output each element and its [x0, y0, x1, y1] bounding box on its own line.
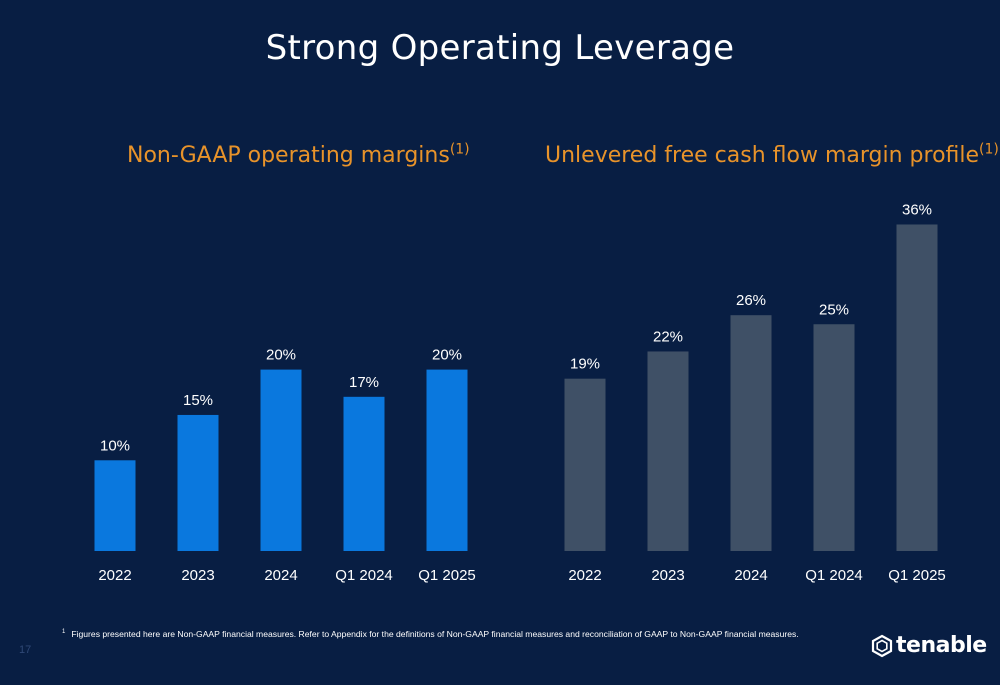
data-label: 20% — [432, 347, 462, 364]
data-label: 17% — [349, 374, 379, 391]
x-tick-label: Q1 2024 — [805, 567, 863, 584]
data-label: 36% — [902, 201, 932, 218]
data-label: 20% — [266, 347, 296, 364]
bar-operating-margin-2024 — [260, 369, 302, 551]
data-label: 10% — [100, 437, 130, 454]
chart-title-text: Non-GAAP operating margins — [127, 143, 450, 168]
footnote-text: Figures presented here are Non-GAAP fina… — [71, 629, 799, 639]
data-label: 22% — [653, 328, 683, 345]
chart-title-fcf-margin: Unlevered free cash flow margin profile(… — [545, 143, 999, 168]
bar-operating-margin-2023 — [177, 414, 219, 551]
tenable-hexagon-logo-icon — [871, 634, 893, 657]
data-label: 26% — [736, 292, 766, 309]
data-label: 15% — [183, 392, 213, 409]
bar-fcf-margin-q1-2024 — [813, 324, 855, 551]
x-tick-label: 2024 — [264, 567, 297, 584]
bar-operating-margin-q1-2025 — [426, 369, 468, 551]
bar-operating-margin-2022 — [94, 460, 136, 551]
x-tick-label: Q1 2024 — [335, 567, 393, 584]
bar-fcf-margin-2024 — [730, 315, 772, 551]
bar-fcf-margin-2023 — [647, 351, 689, 551]
x-tick-label: Q1 2025 — [418, 567, 476, 584]
footnote: 1 Figures presented here are Non-GAAP fin… — [62, 629, 799, 639]
bar-operating-margin-q1-2024 — [343, 396, 385, 551]
x-tick-label: Q1 2025 — [888, 567, 946, 584]
data-label: 19% — [570, 356, 600, 373]
page-title: Strong Operating Leverage — [265, 28, 735, 68]
x-tick-label: 2024 — [734, 567, 767, 584]
data-label: 25% — [819, 301, 849, 318]
x-tick-label: 2023 — [651, 567, 684, 584]
chart-title-footnote-ref: (1) — [979, 141, 999, 158]
chart-title-footnote-ref: (1) — [449, 141, 470, 158]
footnote-marker: 1 — [62, 629, 66, 636]
x-tick-label: 2023 — [181, 567, 214, 584]
bar-fcf-margin-2022 — [564, 378, 606, 551]
logo-text: tenable — [896, 633, 987, 658]
tenable-logo: tenable — [870, 633, 987, 658]
chart-title-operating-margins: Non-GAAP operating margins(1) — [127, 143, 470, 168]
bar-fcf-margin-q1-2025 — [896, 224, 938, 552]
x-tick-label: 2022 — [98, 567, 131, 584]
page-number: 17 — [19, 644, 32, 656]
chart-title-text: Unlevered free cash flow margin profile — [545, 143, 980, 168]
x-tick-label: 2022 — [568, 567, 601, 584]
